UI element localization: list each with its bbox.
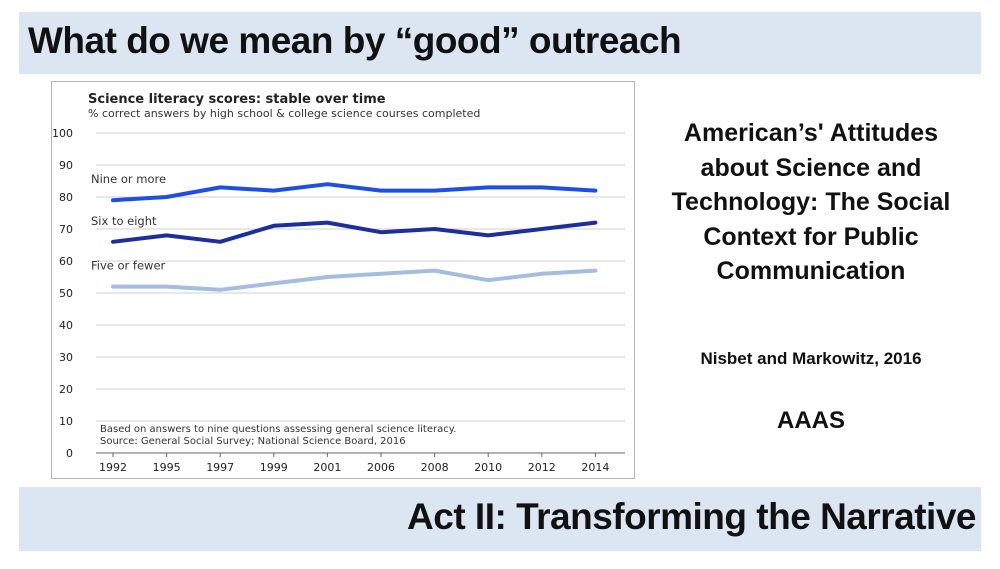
y-tick-label: 10 [59,415,73,428]
y-tick-label: 90 [59,159,73,172]
chart-source: Source: General Social Survey; National … [100,436,406,447]
y-tick-label: 30 [59,351,73,364]
reference-title: American’s' Attitudes about Science and … [671,119,951,285]
series-lines [111,182,598,292]
chart-frame [51,81,635,479]
science-literacy-chart: Science literacy scores: stable over tim… [52,92,625,474]
y-tick-label: 100 [52,127,73,140]
act-title: Act II: Transforming the Narrative [407,496,976,537]
y-tick-label: 70 [59,223,73,236]
series-line-six-to-eight [111,220,598,244]
x-tick-label: 2014 [581,461,609,474]
series-labels: Nine or more Six to eight Five or fewer [91,172,166,272]
series-label: Nine or more [91,172,166,186]
x-tick-label: 2008 [421,461,449,474]
series-line-five-or-fewer [111,268,598,292]
y-tick-label: 60 [59,255,73,268]
x-axis: 1992 1995 1997 1999 2001 2006 2008 2010 2012 2014 [99,453,609,474]
y-tick-label: 20 [59,383,73,396]
y-tick-label: 80 [59,191,73,204]
title-banner [19,12,981,74]
slide-title: What do we mean by “good” outreach [28,20,682,61]
y-axis: 0 10 20 30 40 50 60 70 80 90 100 [52,127,73,460]
chart-grid [96,132,625,454]
chart-subtitle: % correct answers by high school & colle… [88,107,480,120]
footer-banner [19,487,981,551]
series-label: Six to eight [91,214,157,228]
x-tick-label: 1997 [206,461,234,474]
x-tick-label: 2012 [528,461,556,474]
y-tick-label: 40 [59,319,73,332]
x-tick-label: 1999 [260,461,288,474]
series-line-nine-or-more [111,182,598,203]
series-label: Five or fewer [91,259,166,273]
x-tick-label: 2010 [474,461,502,474]
x-tick-label: 1995 [153,461,181,474]
reference-organization: AAAS [776,407,845,434]
chart-note: Based on answers to nine questions asses… [100,424,456,435]
x-tick-label: 2001 [313,461,341,474]
reference-authors: Nisbet and Markowitz, 2016 [700,349,922,368]
y-tick-label: 0 [66,447,73,460]
y-tick-label: 50 [59,287,73,300]
x-tick-label: 1992 [99,461,127,474]
x-tick-label: 2006 [367,461,395,474]
chart-title: Science literacy scores: stable over tim… [88,92,386,107]
